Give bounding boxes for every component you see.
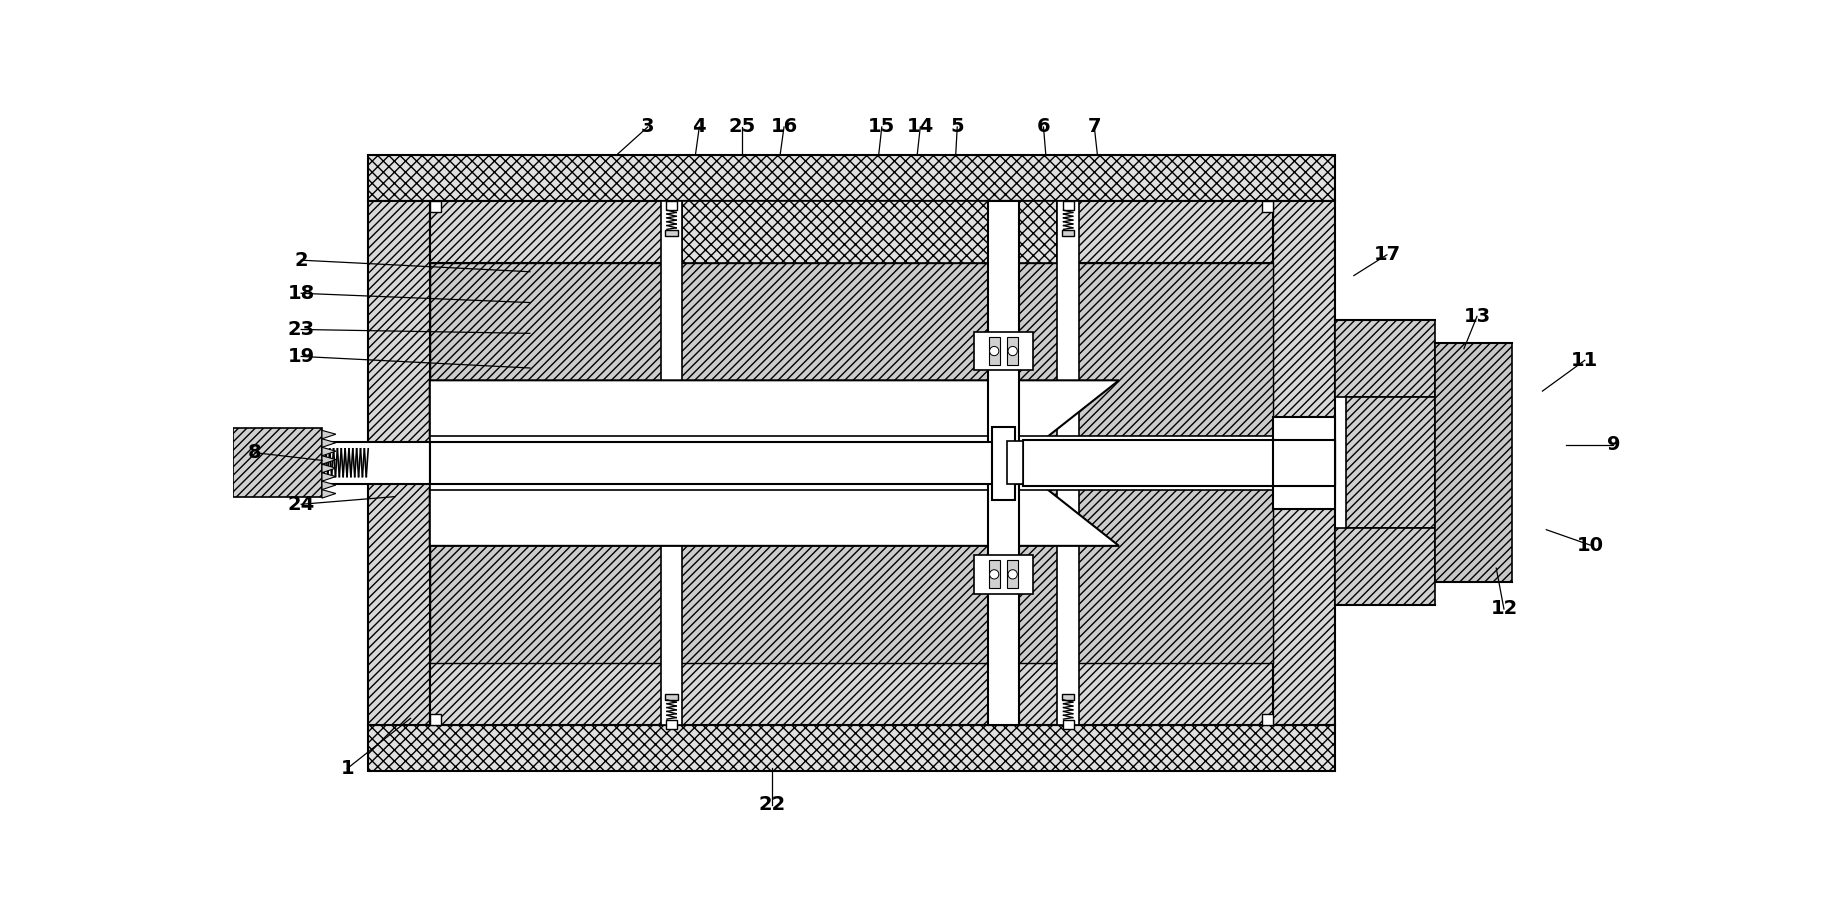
Circle shape: [988, 347, 999, 356]
Bar: [1272, 201, 1334, 724]
Polygon shape: [322, 481, 335, 490]
Bar: [974, 332, 1032, 370]
Bar: [1435, 343, 1512, 582]
Bar: [666, 720, 677, 729]
Polygon shape: [322, 439, 335, 447]
Bar: [1007, 441, 1023, 484]
Bar: [430, 201, 441, 212]
Text: 18: 18: [287, 283, 315, 303]
Text: 17: 17: [1372, 246, 1400, 264]
Text: 9: 9: [1605, 436, 1620, 455]
Bar: [664, 230, 677, 237]
Bar: [368, 155, 1334, 201]
Text: 16: 16: [770, 117, 798, 137]
Bar: [1061, 693, 1074, 700]
Bar: [430, 484, 1334, 491]
Bar: [322, 442, 430, 484]
Text: 4: 4: [692, 117, 706, 137]
Polygon shape: [430, 381, 1118, 438]
Text: 13: 13: [1462, 307, 1490, 326]
Bar: [1007, 560, 1017, 588]
Circle shape: [988, 569, 999, 579]
Bar: [1061, 230, 1074, 237]
Bar: [1334, 528, 1435, 605]
Bar: [1261, 713, 1272, 724]
Bar: [430, 442, 1334, 484]
Polygon shape: [430, 488, 1118, 546]
Polygon shape: [322, 430, 335, 439]
Text: 3: 3: [640, 117, 653, 137]
Bar: [666, 201, 677, 210]
Bar: [1061, 201, 1072, 210]
Text: 6: 6: [1036, 117, 1050, 137]
Bar: [683, 201, 1056, 262]
Text: 7: 7: [1087, 117, 1100, 137]
Polygon shape: [322, 472, 335, 481]
Bar: [988, 477, 1017, 724]
Bar: [368, 724, 1334, 770]
Text: 11: 11: [1570, 351, 1598, 370]
Bar: [988, 201, 1017, 448]
Polygon shape: [322, 464, 335, 472]
Bar: [368, 201, 430, 724]
Bar: [430, 262, 1272, 663]
Bar: [1272, 439, 1334, 486]
Bar: [664, 693, 677, 700]
Text: 19: 19: [287, 347, 315, 366]
Text: 14: 14: [906, 117, 933, 137]
Bar: [232, 428, 322, 497]
Bar: [988, 560, 999, 588]
Polygon shape: [322, 456, 335, 464]
Bar: [1061, 720, 1072, 729]
Bar: [430, 663, 1272, 724]
Text: 1: 1: [340, 759, 353, 778]
Polygon shape: [322, 490, 335, 498]
Text: 25: 25: [728, 117, 754, 137]
Bar: [1334, 320, 1435, 397]
Polygon shape: [1023, 416, 1334, 509]
Bar: [1056, 201, 1078, 724]
Bar: [1007, 337, 1017, 365]
Bar: [988, 337, 999, 365]
Text: 2: 2: [295, 250, 307, 270]
Circle shape: [1008, 347, 1017, 356]
Bar: [1345, 397, 1435, 528]
Text: 8: 8: [249, 443, 262, 462]
Bar: [1261, 201, 1272, 212]
Text: 24: 24: [287, 495, 315, 514]
Bar: [430, 436, 1334, 442]
Text: 10: 10: [1576, 536, 1603, 555]
Text: 5: 5: [950, 117, 964, 137]
Bar: [430, 201, 1272, 262]
Text: 12: 12: [1490, 600, 1517, 618]
Text: 22: 22: [758, 795, 785, 814]
Bar: [992, 426, 1014, 500]
Bar: [661, 201, 683, 724]
Bar: [430, 713, 441, 724]
Text: 23: 23: [287, 320, 315, 339]
Circle shape: [1008, 569, 1017, 579]
Text: 15: 15: [867, 117, 895, 137]
Polygon shape: [322, 447, 335, 456]
Bar: [974, 555, 1032, 593]
